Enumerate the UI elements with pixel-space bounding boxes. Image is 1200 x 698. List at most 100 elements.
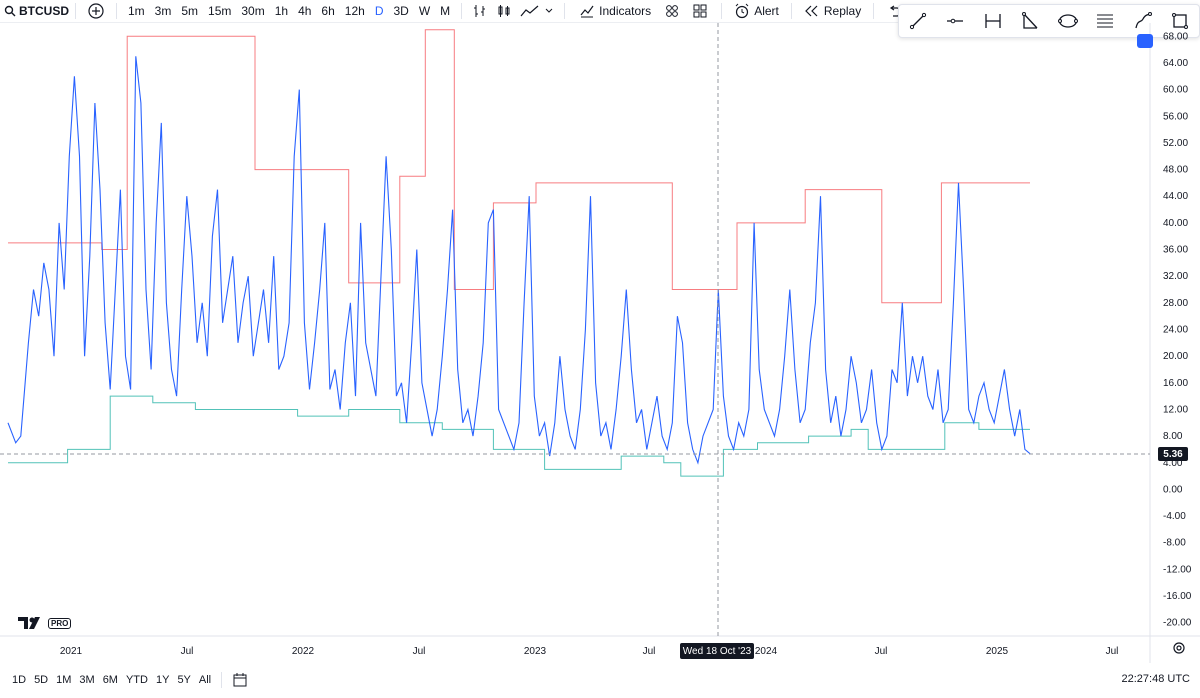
interval-3d[interactable]: 3D <box>393 4 409 18</box>
alert-label: Alert <box>754 4 779 18</box>
range-5y[interactable]: 5Y <box>177 674 191 686</box>
upper-band-line <box>8 29 1030 304</box>
chevron-down-icon <box>545 8 553 13</box>
fib-lines-icon[interactable] <box>1093 9 1117 33</box>
utc-clock[interactable]: 22:27:48 UTC <box>1121 673 1190 685</box>
replay-button[interactable]: Replay <box>804 0 861 22</box>
price-tick-label: 48.00 <box>1163 165 1188 176</box>
rewind-icon <box>805 5 818 17</box>
indicators-icon <box>580 5 594 18</box>
interval-4h[interactable]: 4h <box>298 4 312 18</box>
price-tick-label: 8.00 <box>1163 431 1183 442</box>
interval-3m[interactable]: 3m <box>154 4 172 18</box>
bar-style-button[interactable] <box>472 0 488 22</box>
indicators-label: Indicators <box>599 4 652 18</box>
price-tick-label: 60.00 <box>1163 85 1188 96</box>
alert-button[interactable]: Alert <box>734 0 779 22</box>
divider <box>221 672 223 688</box>
replay-label: Replay <box>823 4 862 18</box>
range-1m[interactable]: 1M <box>56 674 72 686</box>
crosshair-date-badge: Wed 18 Oct '23 <box>680 643 754 659</box>
price-tick-label: -12.00 <box>1163 564 1192 575</box>
price-tick-label: -20.00 <box>1163 618 1192 629</box>
auto-scale-button[interactable] <box>1137 34 1153 48</box>
price-tick-label: 20.00 <box>1163 351 1188 362</box>
plus-circle-icon <box>88 3 104 19</box>
range-ytd[interactable]: YTD <box>125 674 148 686</box>
interval-6h[interactable]: 6h <box>321 4 335 18</box>
price-tick-label: 36.00 <box>1163 245 1188 256</box>
ellipse-icon[interactable] <box>1056 9 1080 33</box>
range-6m[interactable]: 6M <box>102 674 118 686</box>
chart-pane[interactable]: 68.00 64.00 60.00 56.00 52.00 48.00 44.00 40.00… <box>0 23 1200 663</box>
divider <box>873 3 875 19</box>
compare-button[interactable] <box>88 0 104 22</box>
path-icon[interactable] <box>1131 9 1155 33</box>
search-icon <box>4 5 16 17</box>
main-series-line <box>7 56 1031 465</box>
interval-30m[interactable]: 30m <box>241 4 265 18</box>
horizontal-ray-icon[interactable] <box>943 9 967 33</box>
interval-12h[interactable]: 12h <box>344 4 365 18</box>
divider <box>564 3 566 19</box>
price-tick-label: 28.00 <box>1163 298 1188 309</box>
rectangle-icon[interactable] <box>1168 9 1192 33</box>
interval-1m[interactable]: 1m <box>128 4 145 18</box>
time-tick-label: Jul <box>643 646 656 657</box>
triangle-icon[interactable] <box>1018 9 1042 33</box>
time-tick-label: Jul <box>181 646 194 657</box>
range-all[interactable]: All <box>198 674 212 686</box>
symbol-label: BTCUSD <box>19 4 69 18</box>
interval-1h[interactable]: 1h <box>274 4 289 18</box>
interval-d[interactable]: D <box>374 4 384 18</box>
chart-canvas[interactable]: 68.00 64.00 60.00 56.00 52.00 48.00 44.00 40.00… <box>0 23 1200 663</box>
time-tick-label: 2022 <box>292 646 315 657</box>
settings-gear[interactable] <box>1172 641 1186 660</box>
time-tick-label: Jul <box>1106 646 1119 657</box>
squares-icon <box>693 4 707 18</box>
price-tick-label: 68.00 <box>1163 31 1188 42</box>
tradingview-icon <box>18 617 40 629</box>
templates-button[interactable] <box>693 0 707 22</box>
price-tick-label: 24.00 <box>1163 325 1188 336</box>
price-tick-label: 56.00 <box>1163 111 1188 122</box>
interval-5m[interactable]: 5m <box>181 4 199 18</box>
price-tick-label: 0.00 <box>1163 484 1183 495</box>
range-3m[interactable]: 3M <box>79 674 95 686</box>
bottom-toolbar: 1D 5D 1M 3M 6M YTD 1Y 5Y All 22:27:48 UTC <box>0 668 1200 692</box>
gear-icon <box>1173 642 1185 654</box>
price-tick-label: -4.00 <box>1163 511 1186 522</box>
trend-line-icon[interactable] <box>906 9 930 33</box>
divider <box>721 3 723 19</box>
interval-w[interactable]: W <box>418 4 431 18</box>
grid-icon <box>666 5 679 17</box>
range-1d[interactable]: 1D <box>12 674 27 686</box>
price-tick-label: 52.00 <box>1163 138 1188 149</box>
time-tick-label: 2024 <box>755 646 778 657</box>
interval-15m[interactable]: 15m <box>208 4 232 18</box>
time-axis[interactable]: 2021 Jul 2022 Jul 2023 Jul 2024 Jul 2025 Jul <box>60 646 1119 657</box>
price-tick-label: 44.00 <box>1163 191 1188 202</box>
range-5d[interactable]: 5D <box>34 674 49 686</box>
range-1y[interactable]: 1Y <box>155 674 170 686</box>
time-tick-label: 2023 <box>524 646 547 657</box>
candles-button[interactable] <box>496 0 512 22</box>
divider <box>116 3 117 19</box>
time-tick-label: 2025 <box>986 646 1009 657</box>
price-tick-label: 12.00 <box>1163 404 1188 415</box>
price-tick-label: 4.00 <box>1163 458 1183 469</box>
date-range-icon[interactable] <box>981 9 1005 33</box>
symbol-search[interactable]: BTCUSD <box>0 0 69 22</box>
price-tick-label: 16.00 <box>1163 378 1188 389</box>
price-axis[interactable]: 68.00 64.00 60.00 56.00 52.00 48.00 44.00 40.00… <box>1163 31 1192 628</box>
time-tick-label: Jul <box>413 646 426 657</box>
layouts-button[interactable] <box>665 0 679 22</box>
go-to-date-button[interactable] <box>232 672 248 688</box>
line-style-button[interactable] <box>520 0 554 22</box>
price-tick-label: -8.00 <box>1163 538 1186 549</box>
date-range-selector: 1D 5D 1M 3M 6M YTD 1Y 5Y All <box>8 674 215 686</box>
indicators-button[interactable]: Indicators <box>579 0 651 22</box>
time-tick-label: Jul <box>875 646 888 657</box>
interval-m[interactable]: M <box>440 4 451 18</box>
last-value-badge: 5.36 <box>1158 447 1188 461</box>
